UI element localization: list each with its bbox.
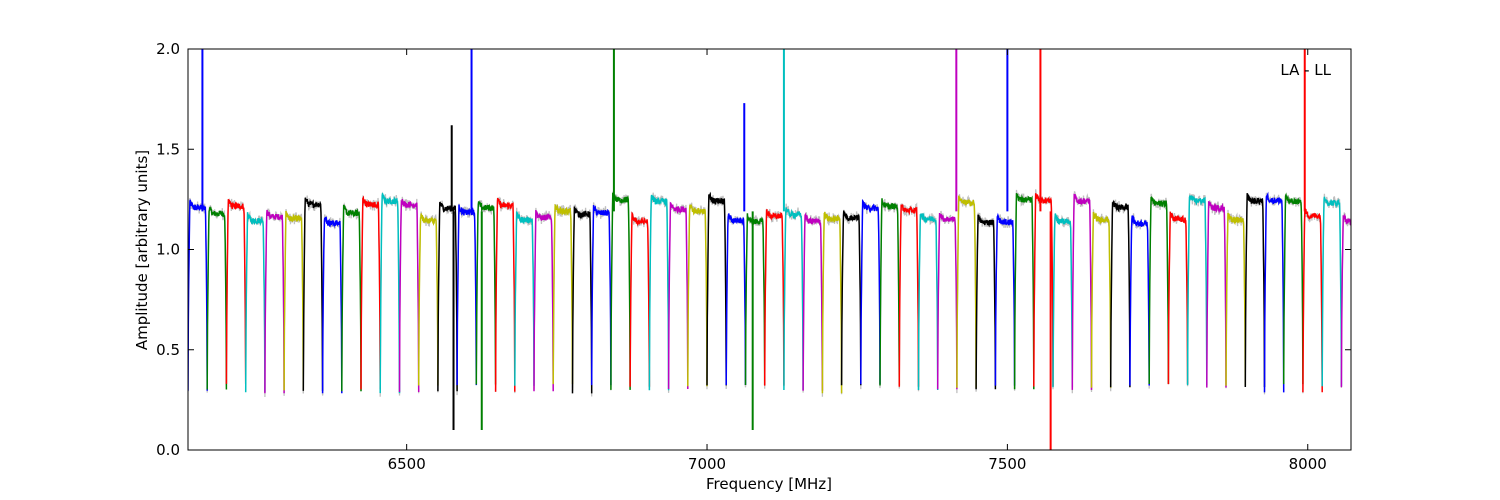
channel-spectrum-line bbox=[1033, 193, 1054, 387]
y-tick-label: 1.0 bbox=[156, 241, 180, 259]
channel-spectrum-line bbox=[571, 206, 593, 394]
channel-spectrum-line bbox=[994, 212, 1016, 386]
channel-spectrum-line bbox=[1052, 213, 1074, 388]
channel-spectrum-line bbox=[188, 199, 208, 391]
channel-spectrum-line bbox=[821, 211, 843, 394]
channel-spectrum-line bbox=[1302, 208, 1323, 393]
unflagged-spectrum-segment bbox=[188, 197, 208, 392]
channel-spectrum-line bbox=[321, 216, 343, 394]
channel-spectrum-line bbox=[1340, 213, 1351, 388]
channel-spectrum-line bbox=[648, 194, 670, 391]
channel-spectrum-line bbox=[1263, 191, 1285, 393]
y-tick-label: 0.5 bbox=[156, 341, 180, 359]
channel-spectrum-line bbox=[302, 197, 324, 391]
channel-spectrum-line bbox=[860, 198, 881, 385]
channel-spectrum-line bbox=[706, 191, 727, 386]
channel-spectrum-line bbox=[225, 199, 247, 384]
channel-spectrum-line bbox=[956, 195, 977, 388]
channel-spectrum-line bbox=[552, 203, 574, 385]
channel-spectrum-line bbox=[763, 208, 785, 386]
channel-spectrum-line bbox=[802, 212, 824, 391]
channel-spectrum-line bbox=[1321, 196, 1343, 387]
channel-spectrum-line bbox=[1282, 192, 1304, 385]
channel-spectrum-line bbox=[975, 214, 997, 390]
channel-spectrum-line bbox=[494, 197, 516, 392]
channel-spectrum-line bbox=[1109, 199, 1131, 388]
channel-spectrum-line bbox=[1090, 211, 1112, 388]
channel-spectrum-line bbox=[744, 213, 766, 386]
channel-spectrum-line bbox=[1071, 193, 1093, 390]
channel-spectrum-line bbox=[667, 201, 689, 390]
channel-spectrum-line bbox=[1013, 193, 1035, 390]
channel-spectrum-line bbox=[590, 205, 612, 386]
channel-spectrum-line bbox=[1244, 193, 1266, 388]
channel-spectrum-line bbox=[629, 211, 651, 387]
unflagged-spectrum-segment bbox=[360, 195, 381, 392]
channel-spectrum-line bbox=[475, 201, 497, 385]
channel-spectrum-line bbox=[879, 198, 901, 386]
y-tick-label: 0.0 bbox=[156, 441, 180, 459]
channel-spectrum-line bbox=[456, 204, 478, 386]
channel-spectrum-line bbox=[533, 209, 554, 392]
channel-spectrum-line bbox=[283, 210, 305, 391]
x-tick-label: 7500 bbox=[988, 455, 1026, 473]
baseline-annotation: LA - LL bbox=[1280, 61, 1331, 79]
y-tick-label: 1.5 bbox=[156, 140, 180, 158]
channel-spectrum-line bbox=[1129, 214, 1150, 386]
channel-spectrum-line bbox=[1206, 201, 1227, 388]
channel-spectrum-line bbox=[437, 201, 458, 392]
x-tick-label: 6500 bbox=[388, 455, 426, 473]
channel-spectrum-line bbox=[840, 210, 862, 386]
channel-spectrum-line bbox=[341, 204, 362, 392]
channel-spectrum-line bbox=[898, 204, 920, 387]
x-tick-label: 8000 bbox=[1289, 455, 1327, 473]
channel-spectrum-line bbox=[244, 212, 266, 393]
unflagged-spectrum-segment bbox=[1340, 212, 1351, 388]
channel-spectrum-line bbox=[783, 207, 804, 391]
channel-spectrum-line bbox=[687, 203, 708, 387]
channel-spectrum-line bbox=[206, 206, 228, 390]
channel-spectrum-line bbox=[514, 211, 535, 386]
channel-spectrum-line bbox=[917, 212, 939, 391]
channel-spectrum-line bbox=[360, 195, 381, 390]
channel-spectrum-line bbox=[379, 192, 401, 394]
x-tick-label: 7000 bbox=[688, 455, 726, 473]
channel-spectrum-line bbox=[417, 213, 439, 386]
channel-spectrum-line bbox=[725, 213, 747, 386]
channel-spectrum-line bbox=[1225, 212, 1247, 386]
channel-spectrum-line bbox=[264, 209, 285, 394]
y-tick-label: 2.0 bbox=[156, 40, 180, 58]
channel-spectrum-line bbox=[1148, 196, 1170, 385]
channel-spectrum-line bbox=[1167, 211, 1189, 385]
y-axis-label: Amplitude [arbitrary units] bbox=[133, 150, 151, 350]
x-axis-label: Frequency [MHz] bbox=[706, 475, 832, 493]
channel-spectrum-line bbox=[1186, 194, 1208, 386]
channel-spectrum-line bbox=[398, 198, 420, 393]
channel-spectrum-line bbox=[936, 212, 958, 390]
